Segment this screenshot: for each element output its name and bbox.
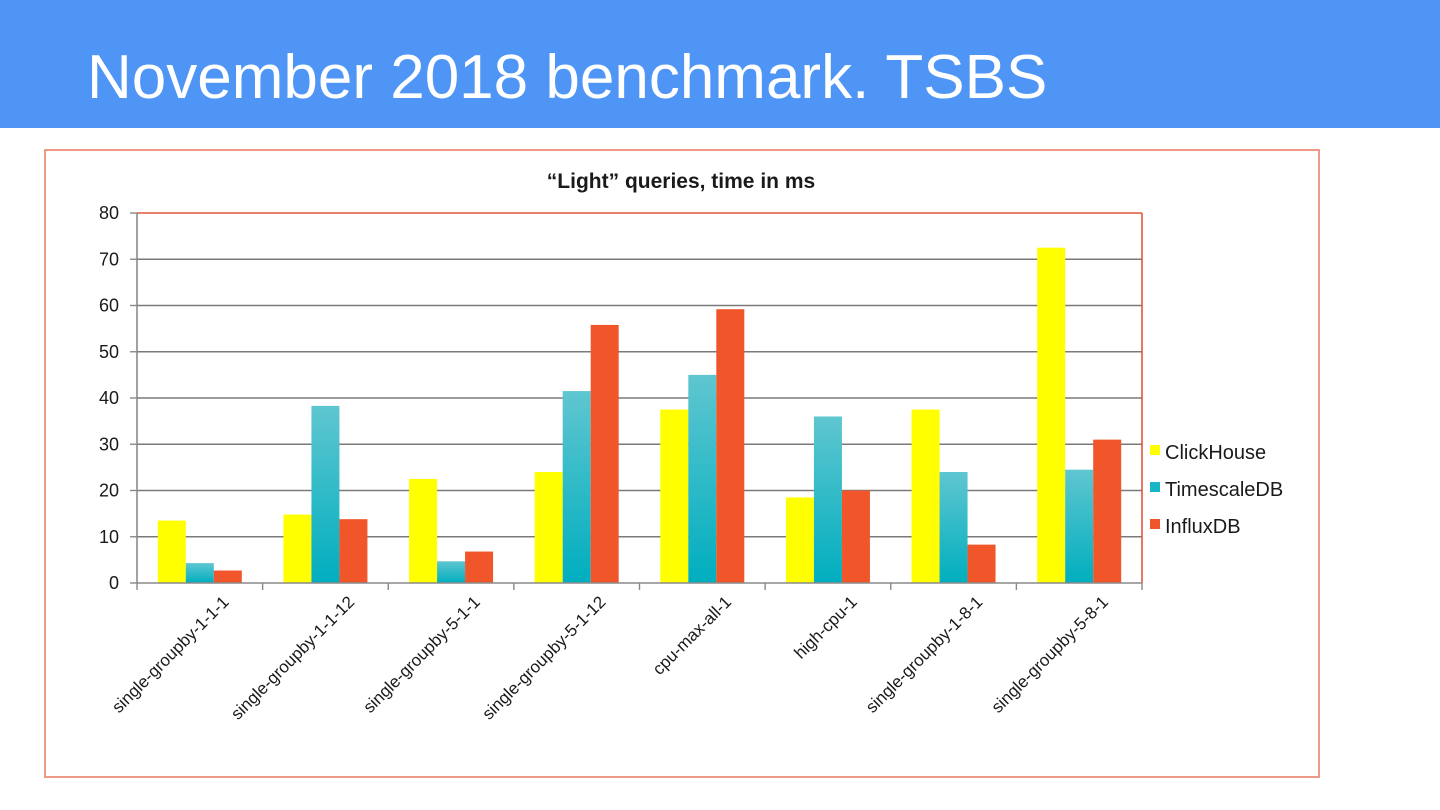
x-tick-label: single-groupby-1-8-1: [862, 592, 986, 716]
bar-influxdb-7: [1093, 439, 1122, 583]
bar-clickhouse-2: [409, 478, 438, 583]
y-tick-label: 50: [99, 342, 119, 362]
bar-timescaledb-5: [813, 416, 842, 583]
bar-influxdb-0: [213, 570, 242, 583]
bar-clickhouse-7: [1037, 247, 1066, 583]
bar-influxdb-6: [967, 544, 996, 583]
y-tick-label: 70: [99, 249, 119, 269]
legend-label-clickhouse: ClickHouse: [1165, 442, 1266, 464]
y-tick-label: 80: [99, 203, 119, 223]
bar-timescaledb-0: [185, 563, 214, 583]
x-tick-label: single-groupby-5-1-1: [360, 592, 484, 716]
legend-swatch-clickhouse: [1150, 445, 1160, 455]
bar-clickhouse-5: [785, 497, 814, 583]
bar-influxdb-4: [716, 309, 745, 583]
legend-label-influxdb: InfluxDB: [1165, 516, 1241, 538]
y-tick-label: 10: [99, 527, 119, 547]
legend-swatch-influxdb: [1150, 519, 1160, 529]
x-tick-label: single-groupby-5-8-1: [988, 592, 1112, 716]
legend-swatch-timescaledb: [1150, 482, 1160, 492]
x-tick-label: single-groupby-1-1-12: [227, 592, 358, 723]
legend-label-timescaledb: TimescaleDB: [1165, 479, 1283, 501]
y-tick-label: 20: [99, 481, 119, 501]
x-tick-label: single-groupby-1-1-1: [108, 592, 232, 716]
bar-clickhouse-4: [660, 409, 689, 583]
bar-clickhouse-0: [157, 520, 186, 583]
y-tick-label: 0: [109, 573, 119, 593]
bar-influxdb-2: [465, 551, 494, 583]
y-tick-label: 30: [99, 434, 119, 454]
bar-timescaledb-7: [1065, 469, 1094, 583]
bar-clickhouse-6: [911, 409, 940, 583]
x-tick-label: cpu-max-all-1: [649, 592, 735, 678]
bar-timescaledb-6: [939, 472, 968, 583]
bar-influxdb-5: [841, 490, 870, 583]
x-tick-label: single-groupby-5-1-12: [478, 592, 609, 723]
bar-influxdb-1: [339, 519, 368, 583]
bar-clickhouse-1: [283, 514, 312, 583]
bar-timescaledb-3: [562, 391, 591, 583]
bar-timescaledb-4: [688, 374, 717, 583]
y-tick-label: 60: [99, 296, 119, 316]
slide-header: November 2018 benchmark. TSBS: [0, 0, 1440, 128]
bar-clickhouse-3: [534, 472, 563, 583]
bar-timescaledb-1: [311, 405, 340, 583]
y-tick-label: 40: [99, 388, 119, 408]
slide-title: November 2018 benchmark. TSBS: [87, 43, 1048, 112]
x-tick-label: high-cpu-1: [791, 592, 861, 662]
bar-timescaledb-2: [437, 561, 466, 583]
bar-influxdb-3: [590, 324, 619, 583]
chart-title: “Light” queries, time in ms: [547, 170, 815, 193]
